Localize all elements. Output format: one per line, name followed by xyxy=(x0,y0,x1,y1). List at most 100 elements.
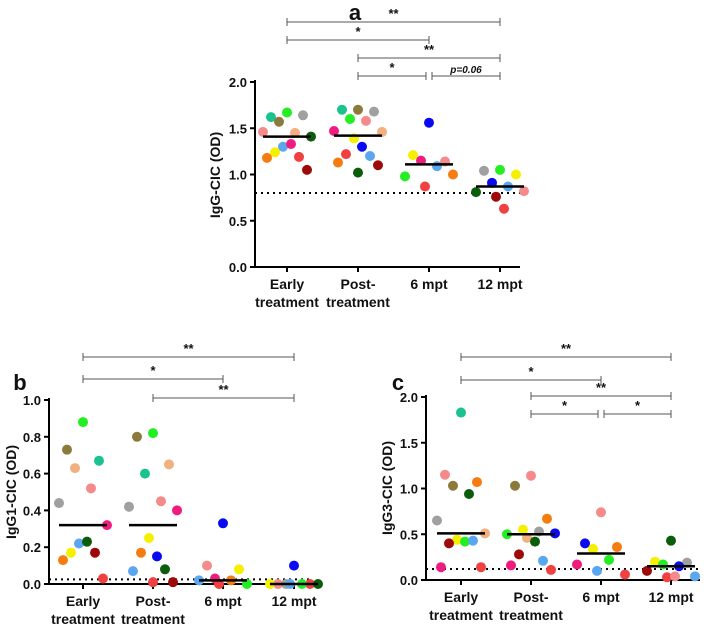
data-point xyxy=(258,126,268,137)
data-point xyxy=(148,428,158,439)
data-point xyxy=(432,515,442,526)
data-point xyxy=(592,565,602,576)
data-point xyxy=(444,538,454,549)
data-point xyxy=(152,551,162,562)
data-point xyxy=(202,560,212,571)
data-point xyxy=(357,141,367,152)
panel-letter: a xyxy=(349,0,362,25)
data-point xyxy=(82,536,92,547)
data-point xyxy=(337,104,347,115)
data-point xyxy=(124,501,134,512)
y-tick-label: 0.5 xyxy=(229,214,247,229)
data-point xyxy=(479,165,489,176)
data-point xyxy=(132,431,142,442)
data-point xyxy=(86,483,96,494)
data-point xyxy=(620,569,630,580)
data-point xyxy=(365,151,375,161)
data-point xyxy=(519,186,529,197)
data-point xyxy=(670,571,680,582)
y-tick-label: 0.8 xyxy=(23,430,41,445)
data-point xyxy=(58,555,68,566)
data-point xyxy=(499,203,509,214)
data-point xyxy=(612,542,622,553)
data-point xyxy=(302,164,312,175)
y-tick-label: 0.0 xyxy=(23,577,41,592)
y-tick-label: 0.0 xyxy=(400,573,418,588)
data-point xyxy=(432,161,442,172)
data-point xyxy=(270,147,280,158)
panel-a: a IgG-CIC (OD) 0.0 0.5 1.0 1.5 2.0 Early treatme… xyxy=(207,0,529,310)
data-point xyxy=(471,187,481,198)
data-point xyxy=(491,191,501,202)
panel-letter: b xyxy=(13,370,26,395)
x-tick-label: treatment xyxy=(121,611,185,625)
panel-letter: c xyxy=(392,370,404,395)
x-tick-label: treatment xyxy=(326,294,390,310)
data-point xyxy=(510,480,520,491)
data-point xyxy=(420,181,430,192)
data-point xyxy=(78,417,88,428)
x-tick-label: 6 mpt xyxy=(410,276,448,292)
y-tick-label: 1.5 xyxy=(229,121,247,136)
data-point xyxy=(282,107,292,118)
y-tick-label: 1.0 xyxy=(229,168,247,183)
data-point xyxy=(448,169,458,180)
data-point xyxy=(514,549,524,560)
x-tick-label: Post- xyxy=(341,276,376,292)
significance-label: ** xyxy=(218,382,229,397)
y-tick-label: 2.0 xyxy=(229,75,247,90)
data-point xyxy=(164,459,174,470)
data-point xyxy=(650,556,660,567)
x-tick-label: Early xyxy=(270,276,304,292)
significance-label: * xyxy=(635,398,641,413)
data-point xyxy=(333,157,343,168)
y-tick-label: 2.0 xyxy=(400,390,418,405)
data-point xyxy=(329,126,339,137)
data-point xyxy=(506,560,516,571)
data-point xyxy=(456,407,466,418)
data-point xyxy=(373,160,383,171)
data-point xyxy=(62,444,72,455)
significance-label: ** xyxy=(388,6,399,21)
data-point xyxy=(266,112,276,123)
data-point xyxy=(353,167,363,178)
data-point xyxy=(546,564,556,575)
y-axis-label: IgG3-CIC (OD) xyxy=(379,441,395,535)
data-point xyxy=(658,559,668,570)
data-point xyxy=(596,507,606,518)
significance-label: ** xyxy=(561,341,572,356)
data-point xyxy=(54,498,64,509)
x-tick-label: 6 mpt xyxy=(204,593,242,609)
x-tick-label: Early xyxy=(66,593,100,609)
data-point xyxy=(472,477,482,488)
y-tick-label: 0.5 xyxy=(400,527,418,542)
y-tick-label: 1.0 xyxy=(400,482,418,497)
significance-label: * xyxy=(355,24,361,39)
data-point xyxy=(464,488,474,499)
y-tick-label: 0.6 xyxy=(23,467,41,482)
y-tick-label: 0.2 xyxy=(23,540,41,555)
data-point xyxy=(218,518,228,529)
data-point xyxy=(128,566,138,577)
data-point xyxy=(369,106,379,117)
data-point xyxy=(530,536,540,547)
y-tick-label: 0.4 xyxy=(23,503,42,518)
panel-b: b IgG1-CIC (OD) 0.0 0.2 0.4 0.6 0.8 1.0 Early tre… xyxy=(3,341,323,625)
data-point xyxy=(690,571,700,582)
data-point xyxy=(538,555,548,566)
data-point xyxy=(98,573,108,584)
y-tick-label: 1.0 xyxy=(23,393,41,408)
data-point xyxy=(424,117,434,128)
x-tick-label: treatment xyxy=(255,294,319,310)
x-tick-label: treatment xyxy=(499,607,563,623)
x-tick-label: treatment xyxy=(51,611,115,625)
data-point xyxy=(642,565,652,576)
x-tick-label: treatment xyxy=(429,607,493,623)
y-tick-label: 0.0 xyxy=(229,260,247,275)
significance-label: p=0.06 xyxy=(449,65,482,76)
data-point xyxy=(345,114,355,124)
data-point xyxy=(160,564,170,575)
data-point xyxy=(511,169,521,180)
